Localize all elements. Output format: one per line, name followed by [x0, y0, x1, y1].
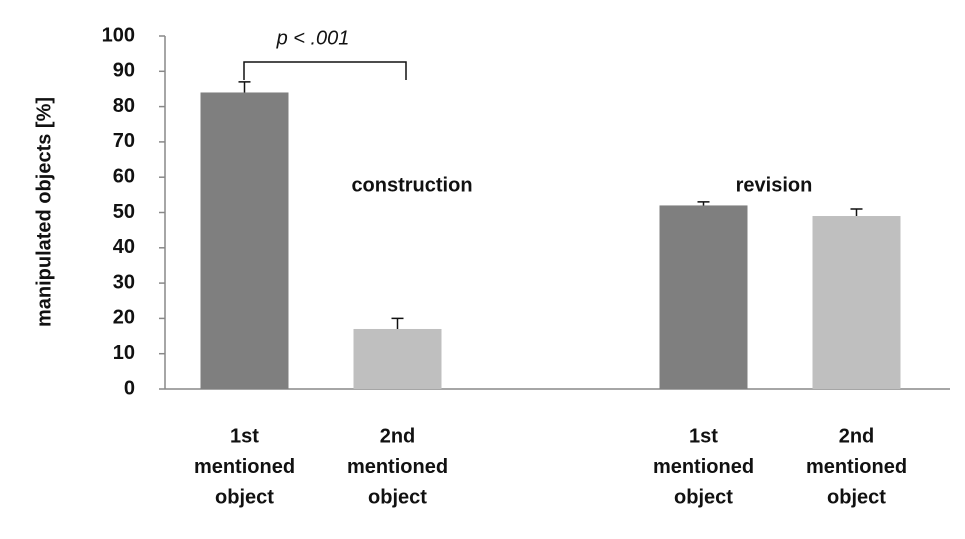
- bar: [353, 328, 442, 389]
- y-tick-label: 40: [113, 236, 135, 258]
- x-tick-label: object: [674, 486, 733, 508]
- y-tick-label: 60: [113, 165, 135, 187]
- y-tick-label: 10: [113, 342, 135, 364]
- bar: [200, 92, 289, 389]
- group-label: construction: [351, 174, 472, 196]
- group-label: revision: [736, 174, 813, 196]
- error-bar: [238, 81, 251, 93]
- y-tick-label: 30: [113, 271, 135, 293]
- y-tick-label: 50: [113, 201, 135, 223]
- y-tick-label: 80: [113, 95, 135, 117]
- x-tick-label: object: [368, 486, 427, 508]
- x-tick-label: object: [215, 486, 274, 508]
- x-tick-label: mentioned: [806, 456, 907, 478]
- y-tick-label: 20: [113, 307, 135, 329]
- x-tick-label: 2nd: [380, 425, 416, 447]
- y-tick-label: 100: [102, 24, 135, 46]
- x-tick-label: 1st: [689, 425, 718, 447]
- y-tick-label: 70: [113, 130, 135, 152]
- y-axis-label: manipulated objects [%]: [33, 97, 55, 327]
- error-bar: [850, 208, 863, 217]
- error-bar: [697, 201, 710, 206]
- significance-bracket: [243, 61, 407, 80]
- y-tick-label: 90: [113, 60, 135, 82]
- bar: [812, 216, 901, 389]
- x-tick-label: 1st: [230, 425, 259, 447]
- error-bar: [391, 317, 404, 329]
- x-tick-label: 2nd: [839, 425, 875, 447]
- x-tick-label: mentioned: [194, 456, 295, 478]
- x-tick-label: mentioned: [653, 456, 754, 478]
- x-tick-label: mentioned: [347, 456, 448, 478]
- x-tick-label: object: [827, 486, 886, 508]
- bar: [659, 205, 748, 389]
- significance-label: p < .001: [276, 27, 350, 49]
- y-tick-label: 0: [124, 377, 135, 399]
